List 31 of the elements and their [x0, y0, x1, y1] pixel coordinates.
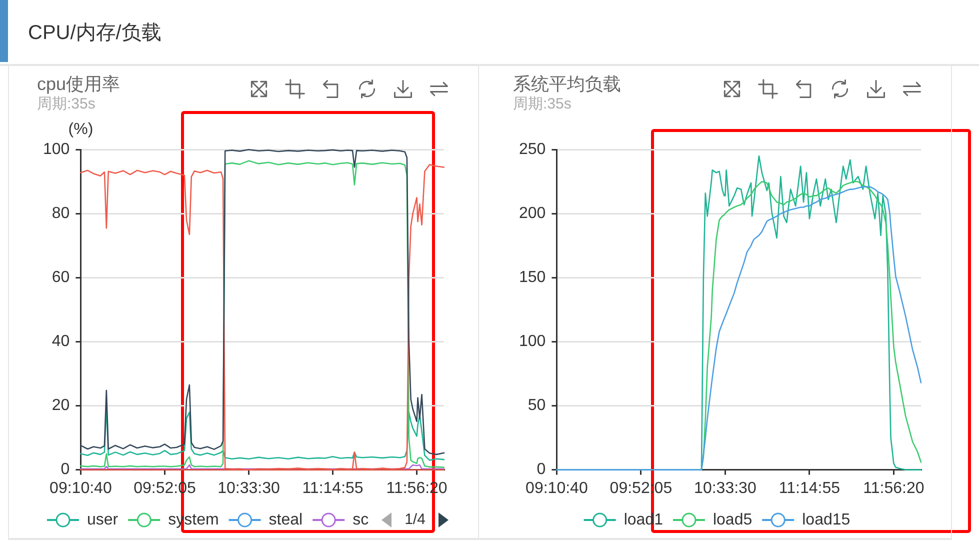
y-tick-label: 0	[60, 461, 70, 478]
x-tick-label: 11:14:55	[302, 480, 364, 497]
chart-title: 系统平均负载	[513, 74, 621, 94]
y-tick-label: 50	[528, 397, 546, 414]
y-tick-label: 80	[52, 205, 70, 222]
x-tick-label: 10:33:30	[694, 480, 756, 497]
y-tick-label: 250	[518, 141, 546, 158]
y-tick-label: 100	[42, 141, 70, 158]
y-tick-label: 200	[518, 205, 546, 222]
text: 1/4	[404, 511, 426, 529]
y-tick-label: 20	[52, 397, 70, 414]
y-tick-label: 60	[52, 269, 70, 286]
y-tick-label: 40	[52, 333, 70, 350]
legend-label: load15	[802, 511, 850, 528]
y-axis-title: (%)	[68, 121, 94, 138]
x-tick-label: 09:10:40	[50, 480, 112, 497]
x-tick-label: 09:10:40	[526, 480, 588, 497]
x-tick-label: 11:56:20	[863, 480, 924, 497]
y-tick-label: 150	[518, 269, 546, 286]
chart-subtitle: 周期:35s	[513, 96, 572, 113]
x-tick-label: 10:33:30	[218, 480, 280, 497]
legend-label: user	[87, 511, 119, 528]
x-tick-label: 11:14:55	[778, 480, 840, 497]
y-tick-label: 0	[536, 461, 546, 478]
chart-title: cpu使用率	[37, 74, 120, 94]
chart-subtitle: 周期:35s	[37, 96, 96, 113]
text: CPU/内存/负载	[28, 21, 162, 46]
y-tick-label: 100	[518, 333, 546, 350]
legend-label: steal	[268, 511, 303, 528]
legend-label: load5	[712, 511, 752, 528]
legend-label: sc	[352, 511, 369, 528]
